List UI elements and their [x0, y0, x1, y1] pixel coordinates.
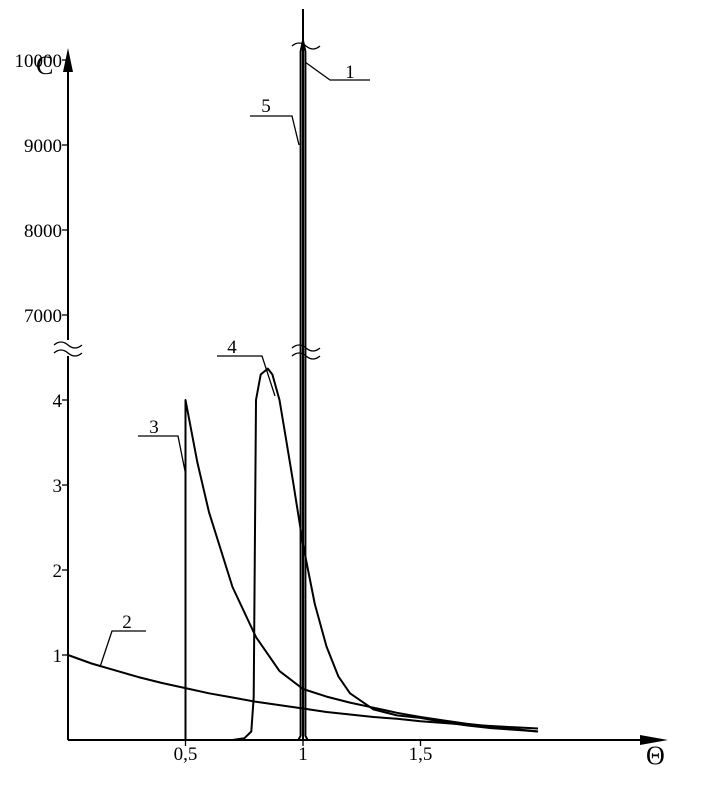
leader-line-2 [99, 630, 146, 668]
x-tick-label: 0,5 [174, 744, 198, 765]
curve-label-3: 3 [149, 417, 159, 438]
y-tick-label: 2 [53, 561, 63, 582]
curve-4 [232, 367, 539, 741]
spike-break-icon [291, 344, 321, 360]
curves [67, 9, 539, 741]
curve-label-1: 1 [345, 62, 355, 83]
leader-line-1 [304, 61, 370, 81]
leader-line-3 [138, 435, 187, 477]
curve-labels: 1 5 4 3 2 [99, 61, 370, 668]
curve-label-5: 5 [261, 96, 271, 117]
ticks: 0,5 1 1,5 1 2 3 4 7000 8000 9000 10000 [15, 51, 433, 765]
spike-top-break-icon [291, 42, 321, 50]
curve-5 [297, 39, 309, 741]
curve-label-2: 2 [122, 612, 132, 633]
y-tick-label: 4 [53, 391, 63, 412]
y-axis-title: C [36, 51, 53, 80]
x-axis-title: Θ [646, 741, 665, 770]
curve-label-4: 4 [227, 337, 237, 358]
x-axis-arrow-icon [640, 735, 668, 745]
y-tick-label: 8000 [24, 221, 62, 242]
leader-line-5 [250, 115, 300, 146]
x-tick-label: 1,5 [409, 744, 433, 765]
axes [53, 48, 668, 745]
y-axis-break-icon [53, 341, 83, 357]
y-tick-label: 1 [53, 646, 63, 667]
leader-line-4 [217, 355, 276, 397]
curve-3 [184, 399, 539, 740]
y-tick-label: 9000 [24, 136, 62, 157]
y-tick-label: 3 [53, 476, 63, 497]
x-tick-label: 1 [298, 744, 308, 765]
y-tick-label: 10000 [15, 51, 63, 72]
y-tick-label: 7000 [24, 306, 62, 327]
